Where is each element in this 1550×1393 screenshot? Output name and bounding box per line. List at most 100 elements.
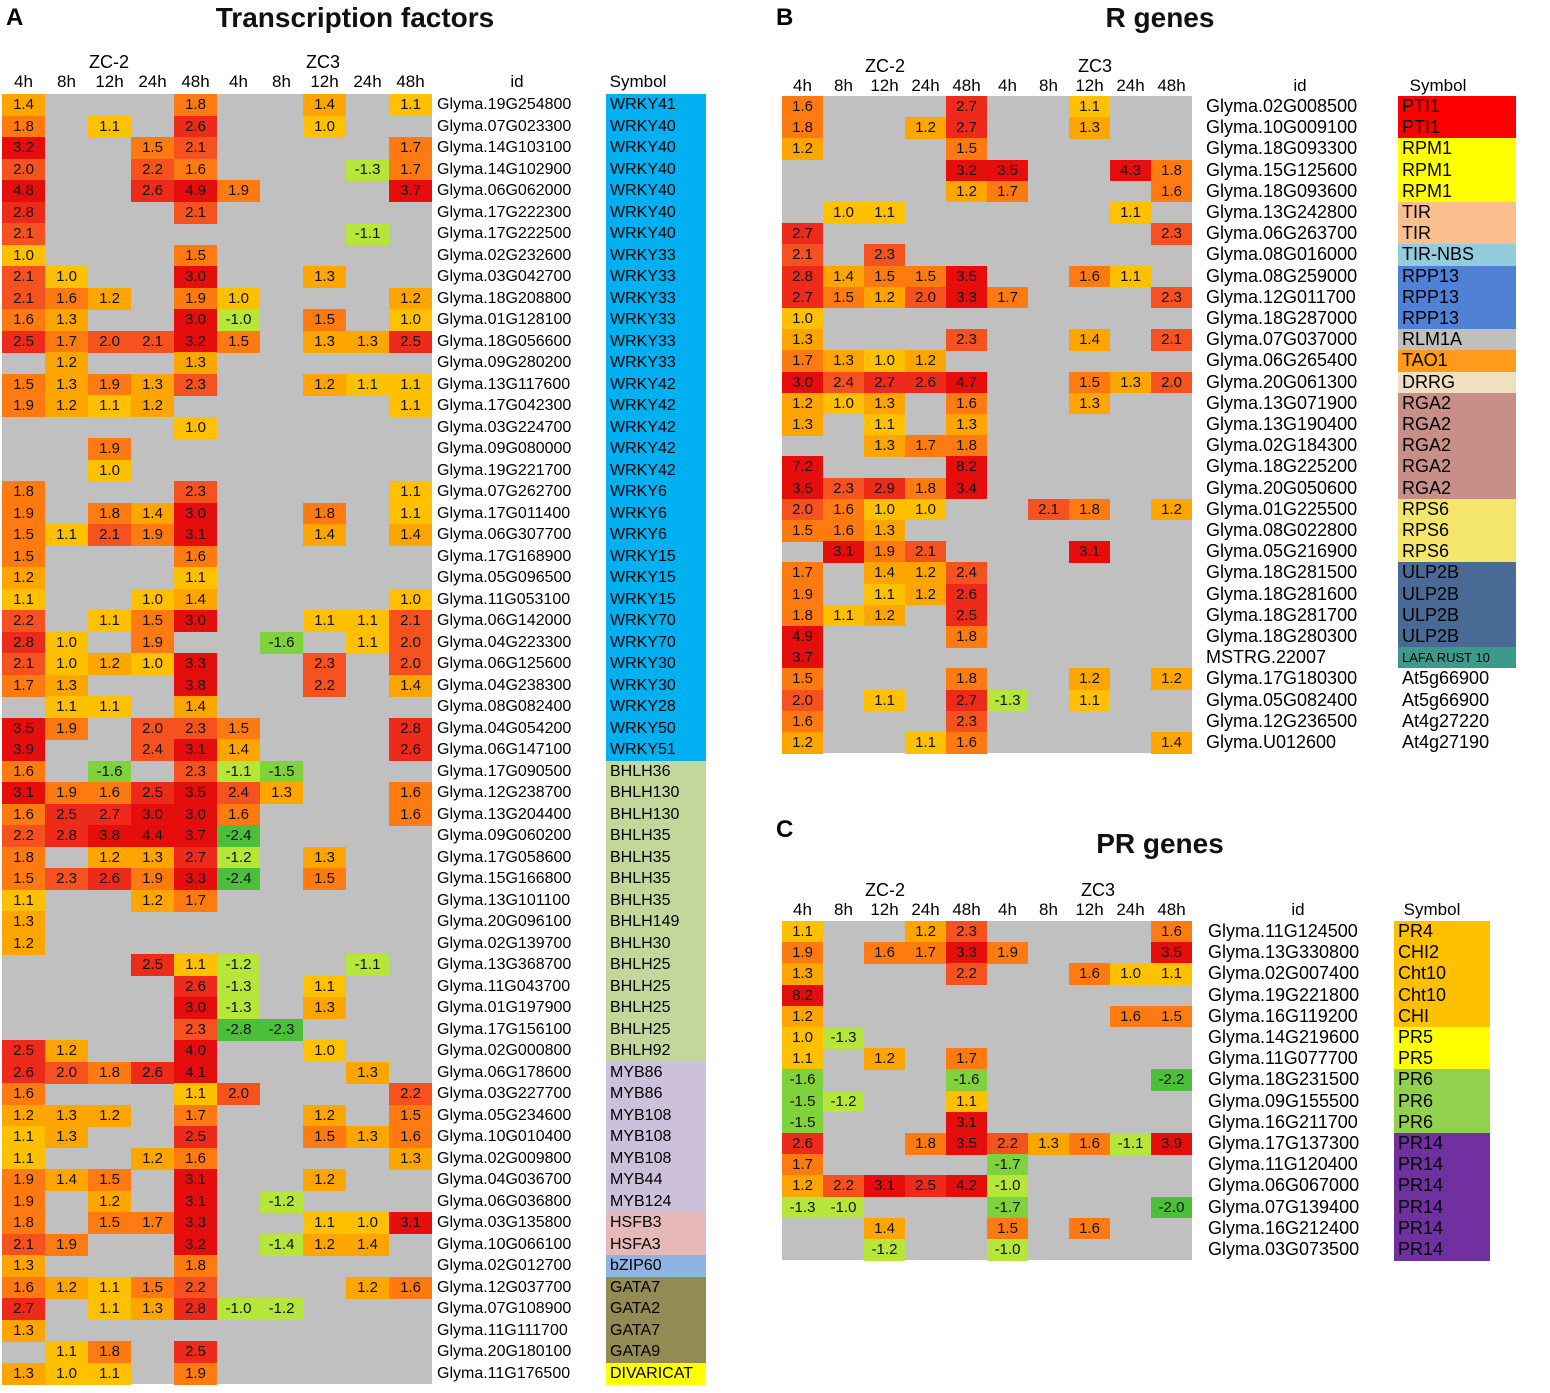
- heatmap-cell: 1.4: [174, 588, 217, 611]
- heatmap-cell: 1.5: [389, 1104, 432, 1127]
- gene-symbol-label: At5g66900: [1398, 668, 1516, 691]
- heatmap-cell: 1.6: [2, 803, 45, 826]
- heatmap-cell: -1.2: [260, 1298, 303, 1320]
- heatmap-cell: 2.7: [782, 223, 823, 245]
- heatmap-cell: 2.1: [2, 653, 45, 675]
- heatmap-cell: 1.2: [782, 732, 823, 754]
- heatmap-cell: -1.2: [864, 1239, 905, 1261]
- gene-symbol-label: MYB108: [606, 1104, 706, 1127]
- gene-id-label: Glyma.18G281700: [1206, 604, 1358, 625]
- panel-b-column-label: 8h: [834, 76, 853, 95]
- heatmap-cell: 1.1: [88, 395, 131, 417]
- gene-symbol-label: PTI1: [1398, 117, 1516, 139]
- heatmap-cell: 2.3: [174, 373, 217, 396]
- heatmap-cell: 1.5: [217, 330, 260, 353]
- heatmap-cell: 2.0: [45, 1061, 88, 1084]
- heatmap-cell: 1.2: [45, 395, 88, 417]
- heatmap-cell: 7.2: [782, 456, 823, 479]
- heatmap-cell: 1.2: [782, 1005, 823, 1028]
- gene-id-label: Glyma.13G190400: [1206, 414, 1358, 434]
- heatmap-cell: -1.1: [1110, 1133, 1151, 1155]
- gene-id-label: Glyma.14G103100: [437, 139, 572, 156]
- heatmap-cell: -2.3: [260, 1018, 303, 1041]
- heatmap-cell: 3.5: [946, 1133, 987, 1155]
- heatmap-cell: -1.1: [346, 954, 389, 976]
- gene-symbol-label: BHLH35: [606, 889, 706, 912]
- gene-symbol-label: PR14: [1394, 1133, 1490, 1155]
- gene-symbol-label: TIR: [1398, 202, 1516, 224]
- heatmap-cell: 2.1: [174, 201, 217, 224]
- heatmap-cell: 2.1: [88, 524, 131, 546]
- gene-id-label: Glyma.15G166800: [437, 870, 572, 887]
- heatmap-cell: 1.0: [782, 1027, 823, 1049]
- heatmap-cell: 2.3: [174, 760, 217, 783]
- gene-id-label: Glyma.07G023300: [437, 117, 572, 135]
- gene-symbol-label: WRKY33: [606, 352, 706, 374]
- heatmap-cell: -1.0: [823, 1196, 864, 1219]
- heatmap-cell: 1.0: [2, 244, 45, 267]
- gene-symbol-label: PR14: [1394, 1217, 1490, 1240]
- heatmap-cell: 2.5: [45, 803, 88, 826]
- heatmap-cell: 3.5: [946, 265, 987, 288]
- heatmap-cell: 1.7: [389, 158, 432, 181]
- heatmap-cell: 1.2: [45, 1276, 88, 1299]
- heatmap-cell: 2.7: [946, 96, 987, 118]
- gene-symbol-label: BHLH92: [606, 1040, 706, 1062]
- gene-symbol-label: RPM1: [1398, 138, 1516, 161]
- gene-id-label: Glyma.05G082400: [1206, 689, 1358, 710]
- heatmap-cell: 1.6: [45, 287, 88, 310]
- gene-id-label: Glyma.08G259000: [1206, 265, 1358, 286]
- gene-id-label: Glyma.13G242800: [1206, 202, 1358, 222]
- heatmap-cell: 1.1: [45, 1341, 88, 1363]
- panel-a-column-label: 48h: [396, 72, 425, 91]
- heatmap-cell: 2.6: [88, 868, 131, 890]
- heatmap-cell: 1.3: [45, 1126, 88, 1148]
- heatmap-cell: 1.3: [1110, 371, 1151, 394]
- heatmap-cell: 1.6: [782, 710, 823, 733]
- heatmap-cell: 1.2: [45, 1040, 88, 1062]
- heatmap-cell: 1.1: [88, 610, 131, 632]
- heatmap-cell: 3.1: [1069, 541, 1110, 563]
- heatmap-cell: 2.8: [45, 825, 88, 847]
- heatmap-cell: 2.5: [389, 330, 432, 353]
- heatmap-cell: 1.3: [260, 782, 303, 804]
- heatmap-cell: 1.2: [88, 653, 131, 675]
- panel-b-column-label: 24h: [911, 76, 940, 95]
- gene-symbol-label: BHLH35: [606, 868, 706, 890]
- heatmap-cell: 1.0: [823, 392, 864, 415]
- panel-a-title: Transcription factors: [215, 2, 495, 33]
- gene-symbol-label: WRKY6: [606, 502, 706, 525]
- panel-a-column-label: 12h: [310, 72, 339, 91]
- gene-symbol-label: WRKY6: [606, 481, 706, 503]
- heatmap-cell: 1.1: [1151, 963, 1192, 986]
- heatmap-cell: 3.5: [174, 782, 217, 804]
- heatmap-cell: 1.9: [782, 583, 823, 606]
- heatmap-cell: 1.1: [1110, 202, 1151, 224]
- heatmap-cell: 2.6: [782, 1133, 823, 1155]
- heatmap-cell: 1.1: [88, 1276, 131, 1299]
- heatmap-cell: 2.7: [946, 117, 987, 139]
- gene-id-label: Glyma.06G067000: [1208, 1175, 1360, 1196]
- heatmap-cell: 1.0: [174, 416, 217, 439]
- heatmap-cell: 3.8: [174, 674, 217, 697]
- gene-id-label: Glyma.09G060200: [437, 827, 572, 844]
- gene-id-label: MSTRG.22007: [1206, 647, 1327, 668]
- gene-id-label: Glyma.03G042700: [437, 268, 572, 285]
- panel-b-symbol-header: Symbol: [1409, 76, 1467, 95]
- gene-symbol-label: WRKY6: [606, 524, 706, 546]
- heatmap-cell: 1.6: [389, 782, 432, 804]
- gene-id-label: Glyma.19G221800: [1208, 984, 1360, 1005]
- gene-symbol-label: WRKY41: [606, 94, 706, 116]
- heatmap-cell: 1.1: [303, 610, 346, 632]
- heatmap-cell: 1.0: [389, 309, 432, 331]
- gene-id-label: Glyma.17G180300: [1206, 668, 1358, 689]
- heatmap-cell: 1.6: [2, 1083, 45, 1105]
- panel-a-column-label: 4h: [14, 72, 33, 91]
- heatmap-cell: 2.7: [864, 371, 905, 394]
- gene-symbol-label: WRKY70: [606, 610, 706, 632]
- heatmap-cell: 1.4: [303, 524, 346, 546]
- gene-id-label: Glyma.17G156100: [437, 1020, 572, 1038]
- heatmap-cell: 1.1: [782, 1048, 823, 1070]
- heatmap-cell: 1.2: [2, 1104, 45, 1127]
- heatmap-cell: 1.6: [823, 498, 864, 521]
